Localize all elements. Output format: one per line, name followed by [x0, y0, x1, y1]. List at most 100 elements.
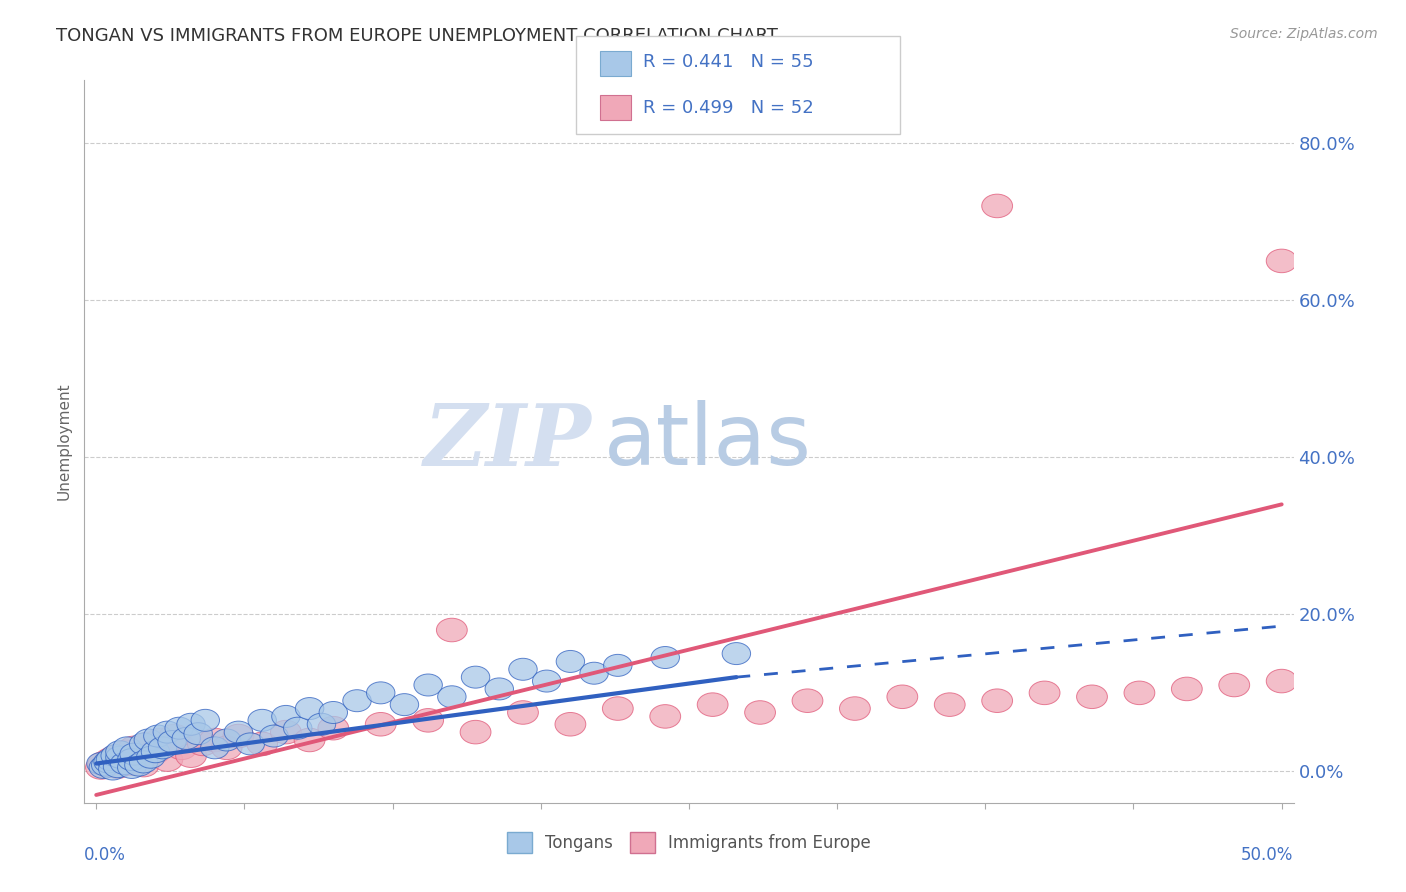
Text: atlas: atlas	[605, 400, 813, 483]
Ellipse shape	[98, 758, 127, 780]
Ellipse shape	[294, 728, 325, 752]
Ellipse shape	[165, 717, 194, 739]
Ellipse shape	[177, 714, 205, 735]
Ellipse shape	[436, 618, 467, 642]
Ellipse shape	[129, 733, 157, 755]
Ellipse shape	[247, 709, 277, 731]
Ellipse shape	[143, 725, 172, 747]
Ellipse shape	[236, 733, 264, 755]
Ellipse shape	[508, 701, 538, 724]
Ellipse shape	[602, 697, 633, 721]
Ellipse shape	[413, 708, 443, 732]
Ellipse shape	[437, 686, 465, 707]
Ellipse shape	[105, 747, 134, 768]
Ellipse shape	[117, 752, 148, 775]
Text: 0.0%: 0.0%	[84, 847, 127, 864]
Y-axis label: Unemployment: Unemployment	[56, 383, 72, 500]
Ellipse shape	[579, 662, 609, 684]
Ellipse shape	[887, 685, 918, 708]
Ellipse shape	[295, 698, 323, 720]
Ellipse shape	[184, 723, 212, 745]
Ellipse shape	[557, 650, 585, 673]
Ellipse shape	[1267, 669, 1298, 693]
Ellipse shape	[413, 674, 443, 696]
Ellipse shape	[745, 701, 776, 724]
Ellipse shape	[461, 666, 489, 688]
Ellipse shape	[270, 721, 301, 744]
Ellipse shape	[792, 689, 823, 713]
Ellipse shape	[318, 716, 349, 740]
Ellipse shape	[101, 745, 129, 767]
Ellipse shape	[319, 701, 347, 723]
Legend: Tongans, Immigrants from Europe: Tongans, Immigrants from Europe	[501, 826, 877, 860]
Ellipse shape	[103, 756, 132, 778]
Ellipse shape	[128, 754, 159, 777]
Ellipse shape	[1123, 681, 1154, 705]
Text: TONGAN VS IMMIGRANTS FROM EUROPE UNEMPLOYMENT CORRELATION CHART: TONGAN VS IMMIGRANTS FROM EUROPE UNEMPLO…	[56, 27, 778, 45]
Ellipse shape	[1267, 249, 1298, 273]
Ellipse shape	[112, 737, 141, 759]
Ellipse shape	[103, 755, 134, 779]
Ellipse shape	[120, 743, 149, 765]
Ellipse shape	[157, 731, 187, 753]
Ellipse shape	[96, 747, 127, 772]
Ellipse shape	[1077, 685, 1108, 708]
Ellipse shape	[723, 642, 751, 665]
Text: ZIP: ZIP	[425, 400, 592, 483]
Ellipse shape	[152, 747, 183, 772]
Ellipse shape	[91, 754, 120, 776]
Ellipse shape	[166, 736, 197, 760]
Ellipse shape	[839, 697, 870, 721]
Ellipse shape	[697, 693, 728, 716]
Ellipse shape	[105, 740, 134, 763]
Ellipse shape	[366, 713, 396, 736]
Ellipse shape	[118, 756, 146, 779]
Ellipse shape	[118, 748, 146, 771]
Ellipse shape	[125, 754, 153, 776]
Ellipse shape	[247, 732, 277, 756]
Ellipse shape	[509, 658, 537, 681]
Ellipse shape	[176, 744, 207, 767]
Ellipse shape	[211, 736, 242, 760]
Ellipse shape	[118, 736, 149, 760]
Ellipse shape	[981, 689, 1012, 713]
Ellipse shape	[172, 727, 201, 749]
Ellipse shape	[94, 751, 122, 773]
Ellipse shape	[224, 721, 253, 743]
Ellipse shape	[96, 748, 125, 771]
Ellipse shape	[485, 678, 513, 700]
Ellipse shape	[212, 729, 240, 751]
Ellipse shape	[1171, 677, 1202, 701]
Ellipse shape	[141, 740, 172, 764]
Ellipse shape	[93, 754, 124, 777]
Ellipse shape	[153, 721, 181, 743]
Ellipse shape	[104, 744, 135, 767]
Ellipse shape	[89, 752, 118, 775]
Ellipse shape	[201, 737, 229, 759]
Ellipse shape	[134, 729, 163, 751]
Ellipse shape	[224, 724, 254, 747]
Ellipse shape	[651, 647, 679, 668]
Ellipse shape	[460, 721, 491, 744]
Ellipse shape	[981, 194, 1012, 218]
Ellipse shape	[650, 705, 681, 728]
Ellipse shape	[149, 737, 177, 759]
Ellipse shape	[111, 740, 142, 764]
Ellipse shape	[308, 714, 336, 735]
Text: Source: ZipAtlas.com: Source: ZipAtlas.com	[1230, 27, 1378, 41]
Ellipse shape	[343, 690, 371, 712]
Ellipse shape	[603, 655, 633, 676]
Ellipse shape	[97, 750, 128, 773]
Ellipse shape	[124, 744, 155, 767]
Ellipse shape	[367, 681, 395, 704]
Ellipse shape	[191, 709, 219, 731]
Ellipse shape	[134, 732, 163, 756]
Ellipse shape	[533, 670, 561, 692]
Ellipse shape	[159, 724, 190, 747]
Ellipse shape	[136, 747, 165, 768]
Ellipse shape	[200, 728, 231, 752]
Ellipse shape	[129, 751, 157, 773]
Text: R = 0.441   N = 55: R = 0.441 N = 55	[643, 53, 813, 70]
Ellipse shape	[87, 753, 115, 774]
Ellipse shape	[1029, 681, 1060, 705]
